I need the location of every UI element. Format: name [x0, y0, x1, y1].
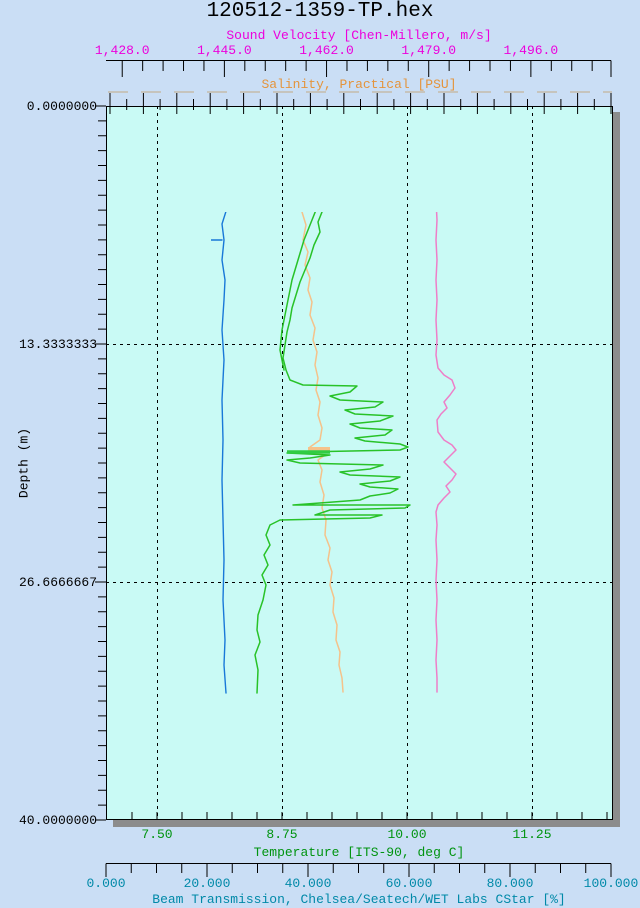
temperature-tick-label: 10.00 — [387, 827, 427, 842]
temperature-tick-label: 8.75 — [266, 827, 298, 842]
sound-velocity-tick-label: 1,462.0 — [299, 43, 354, 58]
beam-transmission-axis-label: Beam Transmission, Chelsea/Seatech/WET L… — [152, 892, 566, 907]
sound-velocity-tick-label: 1,445.0 — [197, 43, 252, 58]
trace-salinity — [301, 212, 344, 693]
beam-transmission-tick-label: 0.000 — [86, 876, 126, 891]
salinity-axis-label: Salinity, Practical [PSU] — [261, 77, 457, 92]
depth-axis-label: Depth (m) — [16, 427, 32, 499]
trace-temperature — [254, 212, 411, 694]
beam-transmission-tick-label: 40.000 — [284, 876, 332, 891]
sound-velocity-axis-label: Sound Velocity [Chen-Millero, m/s] — [226, 28, 492, 43]
depth-tick-label: 40.0000000 — [18, 813, 97, 828]
sound-velocity-tick-label: 1,479.0 — [401, 43, 457, 58]
beam-transmission-tick-label: 20.000 — [183, 876, 231, 891]
depth-tick-label: 26.6666667 — [18, 575, 97, 590]
trace-layer — [211, 212, 457, 694]
plot-title: 120512-1359-TP.hex — [206, 0, 434, 23]
temperature-tick-label: 11.25 — [512, 827, 552, 842]
temperature-tick-label: 7.50 — [141, 827, 173, 842]
depth-tick-label: 13.3333333 — [18, 337, 97, 352]
depth-tick-label: 0.0000000 — [26, 99, 97, 114]
sound-velocity-tick-label: 1,496.0 — [503, 43, 559, 58]
trace-beam_transmission — [211, 212, 227, 694]
beam-transmission-tick-label: 80.000 — [486, 876, 534, 891]
temperature-axis-label: Temperature [ITS-90, deg C] — [253, 845, 465, 860]
beam-transmission-tick-label: 60.000 — [385, 876, 433, 891]
beam-transmission-tick-label: 100.000 — [583, 876, 639, 891]
trace-sound_velocity — [435, 212, 457, 693]
sound-velocity-tick-label: 1,428.0 — [94, 43, 150, 58]
